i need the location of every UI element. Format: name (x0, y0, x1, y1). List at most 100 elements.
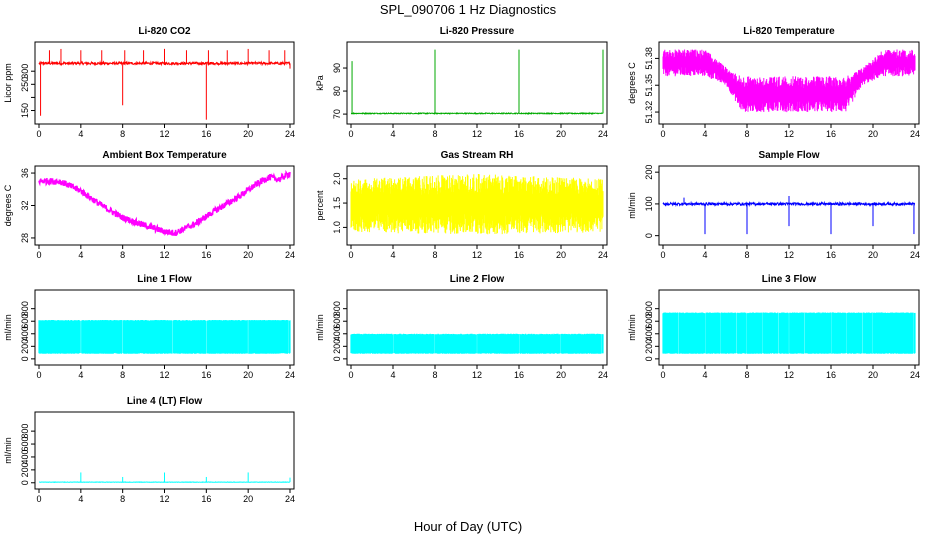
y-axis-label: degrees C (627, 62, 637, 104)
y-tick-label: 600 (644, 314, 654, 329)
panel-9: Line 4 (LT) Flow 0 4 8 12 16 20 24 0 200400600800… (3, 396, 295, 504)
series-block (662, 312, 916, 354)
y-tick-label: 400 (644, 326, 654, 341)
y-tick-label: 51.35 (644, 74, 654, 97)
panel-title: Gas Stream RH (441, 150, 514, 161)
x-tick-label: 0 (36, 129, 41, 139)
y-axis-label: degrees C (3, 184, 13, 226)
panel-title: Ambient Box Temperature (102, 150, 227, 161)
figure-xlabel: Hour of Day (UTC) (414, 519, 522, 534)
y-tick-label: 300 (20, 64, 30, 79)
x-tick-label: 4 (78, 250, 83, 260)
y-tick-label: 80 (332, 86, 342, 96)
x-tick-label: 4 (702, 250, 707, 260)
y-tick-label: 200 (644, 339, 654, 354)
y-axis-label: kPa (315, 75, 325, 91)
y-tick-label: 90 (332, 63, 342, 73)
y-tick-label: 0 (332, 356, 342, 361)
series-5 (662, 195, 916, 235)
x-tick-label: 20 (868, 129, 878, 139)
y-tick-label: 0 (20, 356, 30, 361)
y-tick-label: 250 (20, 77, 30, 92)
series-4 (350, 174, 604, 235)
y-tick-label: 51.38 (644, 47, 654, 70)
y-tick-label: 28 (20, 233, 30, 243)
y-axis-label: percent (315, 190, 325, 221)
x-tick-label: 24 (285, 370, 295, 380)
y-tick-label: 0 (20, 480, 30, 485)
y-axis-label: Licor ppm (3, 63, 13, 103)
plot-frame (346, 41, 608, 125)
x-tick-label: 16 (826, 370, 836, 380)
x-tick-label: 8 (432, 250, 437, 260)
series-line (351, 111, 604, 116)
series-1 (351, 49, 604, 116)
x-tick-label: 12 (159, 494, 169, 504)
x-tick-label: 24 (598, 129, 608, 139)
series-band (350, 174, 604, 235)
x-tick-label: 4 (390, 250, 395, 260)
x-tick-label: 24 (910, 129, 920, 139)
x-tick-label: 16 (201, 250, 211, 260)
panel-title: Li-820 CO2 (138, 26, 191, 37)
x-tick-label: 16 (514, 370, 524, 380)
plot-frame (346, 289, 608, 366)
x-tick-label: 4 (390, 129, 395, 139)
y-tick-label: 100 (644, 196, 654, 211)
series-3 (38, 169, 291, 237)
x-tick-label: 20 (868, 250, 878, 260)
x-tick-label: 0 (348, 370, 353, 380)
x-tick-label: 20 (243, 494, 253, 504)
y-axis-label: ml/min (315, 314, 325, 341)
panel-title: Li-820 Temperature (743, 26, 835, 37)
x-tick-label: 0 (660, 370, 665, 380)
y-tick-label: 200 (644, 165, 654, 180)
x-tick-label: 8 (120, 250, 125, 260)
y-tick-label: 400 (20, 326, 30, 341)
panel-4: Gas Stream RH 0 4 8 12 16 20 24 1.0 1.5 2.0 percent (315, 150, 608, 260)
x-tick-label: 12 (472, 250, 482, 260)
x-tick-label: 24 (910, 370, 920, 380)
y-tick-label: 150 (20, 103, 30, 118)
x-tick-label: 0 (348, 129, 353, 139)
x-tick-label: 4 (390, 370, 395, 380)
series-7 (350, 333, 604, 354)
x-tick-label: 20 (243, 250, 253, 260)
x-tick-label: 8 (744, 370, 749, 380)
y-tick-label: 1.0 (332, 221, 342, 234)
x-tick-label: 12 (159, 250, 169, 260)
series-block (38, 320, 291, 354)
y-tick-label: 200 (20, 339, 30, 354)
y-tick-label: 0 (644, 356, 654, 361)
x-tick-label: 24 (598, 250, 608, 260)
x-tick-label: 16 (514, 250, 524, 260)
x-tick-label: 16 (201, 370, 211, 380)
x-tick-label: 20 (556, 129, 566, 139)
x-tick-label: 4 (78, 370, 83, 380)
x-tick-label: 12 (159, 129, 169, 139)
series-6 (38, 320, 291, 354)
y-tick-label: 200 (332, 339, 342, 354)
x-tick-label: 16 (826, 250, 836, 260)
y-tick-label: 800 (20, 301, 30, 316)
x-tick-label: 12 (784, 250, 794, 260)
series-2 (662, 49, 916, 113)
x-tick-label: 4 (702, 370, 707, 380)
x-tick-label: 8 (744, 250, 749, 260)
x-tick-label: 8 (120, 494, 125, 504)
series-8 (662, 312, 916, 354)
y-tick-label: 400 (20, 449, 30, 464)
y-tick-label: 600 (332, 314, 342, 329)
x-tick-label: 0 (36, 250, 41, 260)
panel-title: Line 1 Flow (137, 274, 192, 285)
y-tick-label: 1.5 (332, 197, 342, 210)
x-tick-label: 0 (36, 370, 41, 380)
x-tick-label: 0 (348, 250, 353, 260)
y-tick-label: 800 (20, 424, 30, 439)
panel-title: Line 4 (LT) Flow (127, 396, 203, 407)
